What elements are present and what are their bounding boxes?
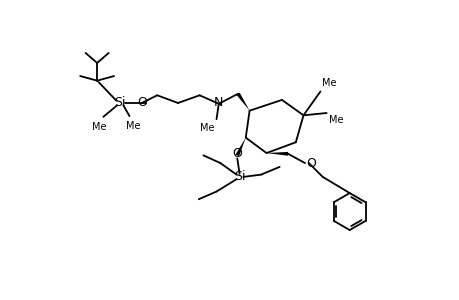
Text: Si: Si	[114, 97, 126, 110]
Text: O: O	[137, 97, 146, 110]
Text: Me: Me	[200, 123, 214, 133]
Polygon shape	[236, 93, 249, 111]
Text: Me: Me	[92, 122, 106, 132]
Text: N: N	[213, 97, 223, 110]
Text: Si: Si	[233, 170, 245, 183]
Text: O: O	[305, 157, 315, 169]
Polygon shape	[266, 152, 287, 156]
Text: O: O	[232, 147, 242, 160]
Text: Me: Me	[126, 122, 140, 131]
Polygon shape	[235, 138, 245, 156]
Text: Me: Me	[328, 115, 343, 125]
Text: Me: Me	[321, 78, 336, 88]
